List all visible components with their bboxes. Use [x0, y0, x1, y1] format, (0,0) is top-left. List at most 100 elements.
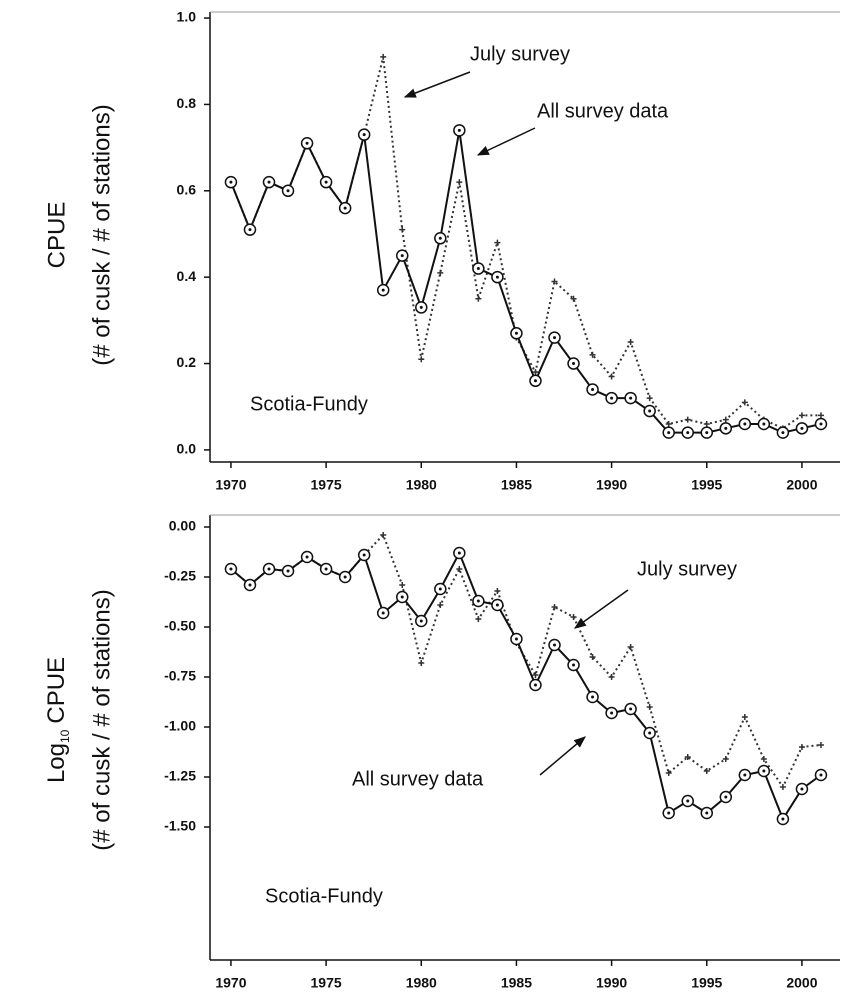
annotation-arrow: [539, 736, 586, 776]
annotation: Scotia-Fundy: [250, 393, 368, 415]
all-point-dot: [743, 422, 747, 426]
all-point-dot: [495, 275, 499, 279]
all-point: [529, 678, 542, 692]
annotation: Scotia-Fundy: [265, 885, 383, 907]
all-point-dot: [229, 567, 233, 571]
all-point: [776, 812, 790, 826]
all-point-dot: [781, 817, 785, 821]
all-point-dot: [819, 422, 823, 426]
all-point-dot: [324, 567, 328, 571]
x-tick-label: 1990: [596, 975, 627, 991]
y-tick-label: 1.0: [177, 9, 197, 25]
all-point-dot: [305, 555, 309, 559]
july-point: [684, 754, 691, 760]
all-point: [262, 562, 276, 576]
all-point-dot: [476, 599, 480, 603]
july-point: [665, 770, 672, 776]
all-point-dot: [724, 795, 728, 799]
all-point: [795, 782, 809, 796]
july-point: [722, 756, 729, 762]
all-point: [319, 175, 333, 189]
all-point-dot: [686, 799, 690, 803]
y-tick-label: 0.6: [177, 181, 197, 197]
all-point: [700, 426, 714, 439]
x-tick-label: 1970: [215, 975, 246, 991]
july-point: [703, 420, 710, 427]
all-point-dot: [514, 637, 518, 641]
all-point-dot: [438, 587, 442, 591]
all-point-dot: [705, 811, 709, 815]
x-tick-label: 1980: [406, 975, 437, 991]
all-point-dot: [762, 769, 766, 773]
july-point: [380, 532, 387, 538]
all-point-dot: [419, 305, 423, 309]
all-point-dot: [800, 787, 804, 791]
all-point: [453, 124, 466, 137]
all-point-dot: [743, 773, 747, 777]
annotation: July survey: [637, 558, 737, 580]
all-point: [605, 391, 618, 405]
all-point: [281, 564, 295, 578]
y-tick-label: -1.50: [164, 818, 196, 834]
all-point-dot: [305, 141, 309, 145]
all-point: [472, 262, 485, 275]
x-tick-label: 1975: [311, 477, 342, 493]
all-point-dot: [591, 695, 595, 699]
july-point: [817, 412, 824, 419]
y-axis-label-subscript: 10: [58, 729, 72, 743]
all-point: [395, 249, 409, 262]
y-tick-label: 0.4: [177, 268, 197, 284]
all-point-dot: [572, 663, 576, 667]
x-tick-label: 1995: [691, 975, 722, 991]
annotation: July survey: [470, 43, 570, 65]
all-point-dot: [610, 711, 614, 715]
all-point: [643, 404, 656, 418]
all-point: [338, 201, 352, 215]
july-point: [399, 226, 406, 233]
all-point: [395, 590, 409, 604]
all-point-dot: [286, 189, 290, 193]
july-point: [437, 269, 444, 276]
july-point: [456, 179, 463, 186]
annotation-arrow: [574, 589, 629, 629]
all-point-dot: [533, 379, 537, 383]
x-tick-label: 1995: [691, 477, 722, 493]
all-point: [624, 391, 637, 405]
july-point: [646, 395, 653, 402]
all-point: [319, 562, 333, 576]
all-point-dot: [800, 426, 804, 430]
july-point: [532, 369, 539, 376]
x-tick-label: 1985: [501, 975, 532, 991]
july-point: [741, 714, 748, 720]
all-point: [357, 128, 371, 141]
all-point-dot: [781, 431, 785, 435]
july-point: [418, 660, 425, 666]
july-point: [798, 744, 805, 750]
y-tick-label: -0.75: [164, 668, 196, 684]
all-point-dot: [648, 409, 652, 413]
y-tick-label: 0.8: [177, 95, 197, 111]
july-point: [608, 373, 615, 380]
july-point: [494, 239, 501, 246]
all-point-dot: [553, 336, 557, 340]
all-point: [510, 327, 523, 340]
all-point: [243, 223, 257, 236]
july-point: [608, 674, 615, 680]
all-point-dot: [381, 288, 385, 292]
all-point: [376, 283, 390, 297]
y-tick-label: 0.2: [177, 354, 197, 370]
all-point-dot: [476, 267, 480, 271]
july-point: [551, 604, 558, 610]
all-point: [376, 606, 390, 620]
all-point-dot: [286, 569, 290, 573]
y-axis-label-part: Log: [43, 743, 70, 783]
all-point: [719, 422, 733, 435]
all-point: [548, 638, 561, 652]
all-point-dot: [400, 254, 404, 258]
july-point: [570, 295, 577, 302]
all-point: [738, 417, 752, 431]
y-tick-label: -0.50: [164, 618, 196, 634]
all-point: [662, 806, 675, 820]
x-tick-label: 1990: [596, 477, 627, 493]
